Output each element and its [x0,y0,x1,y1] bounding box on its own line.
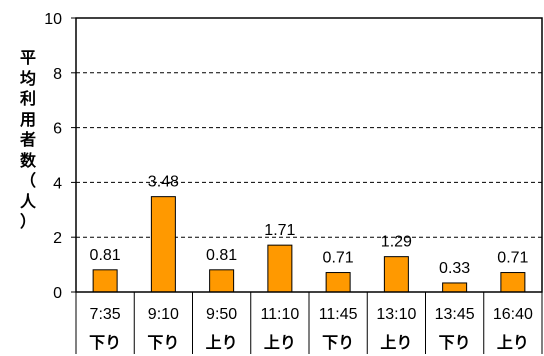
category-direction-label: 下り [322,333,354,352]
category-time-label: 13:10 [376,306,416,323]
data-label: 0.71 [323,250,354,267]
y-tick-label: 8 [53,66,62,83]
category-direction-label: 下り [147,333,179,352]
category-direction-label: 上り [497,333,529,352]
category-direction-label: 上り [380,333,412,352]
y-tick-label: 10 [44,11,62,28]
y-tick-label: 6 [53,121,62,138]
bar [209,269,235,293]
category-time-label: 7:35 [90,306,121,323]
data-label: 0.71 [497,250,528,267]
bar [92,269,118,293]
category-time-label: 9:50 [206,306,237,323]
category-time-label: 16:40 [493,306,533,323]
category-direction-label: 下り [439,333,471,352]
category-time-label: 11:10 [260,306,299,323]
data-label: 0.81 [206,247,237,264]
data-label: 0.81 [90,247,121,264]
data-label: 3.48 [148,174,179,191]
plot-frame [75,17,543,293]
y-tick-label: 4 [53,175,62,192]
y-tick-label: 0 [53,285,62,302]
category-direction-label: 下り [89,333,121,352]
category-time-label: 9:10 [148,306,179,323]
bar [267,244,293,293]
bar [442,282,468,293]
category-time-label: 11:45 [319,306,358,323]
data-label: 1.29 [381,234,412,251]
bar [150,196,176,293]
category-time-label: 13:45 [435,306,475,323]
data-label: 0.33 [439,260,470,277]
category-direction-label: 上り [264,333,296,352]
y-tick-label: 2 [53,230,62,247]
bar [325,272,351,293]
bar [500,272,526,293]
category-direction-label: 上り [206,333,238,352]
y-axis-title: 平均利用者数（人） [19,48,36,231]
data-label: 1.71 [264,222,295,239]
bar [383,256,409,293]
